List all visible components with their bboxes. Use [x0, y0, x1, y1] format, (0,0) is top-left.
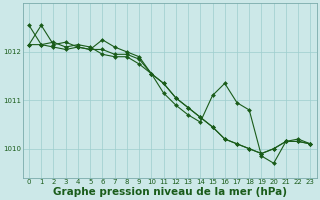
X-axis label: Graphe pression niveau de la mer (hPa): Graphe pression niveau de la mer (hPa): [53, 187, 287, 197]
